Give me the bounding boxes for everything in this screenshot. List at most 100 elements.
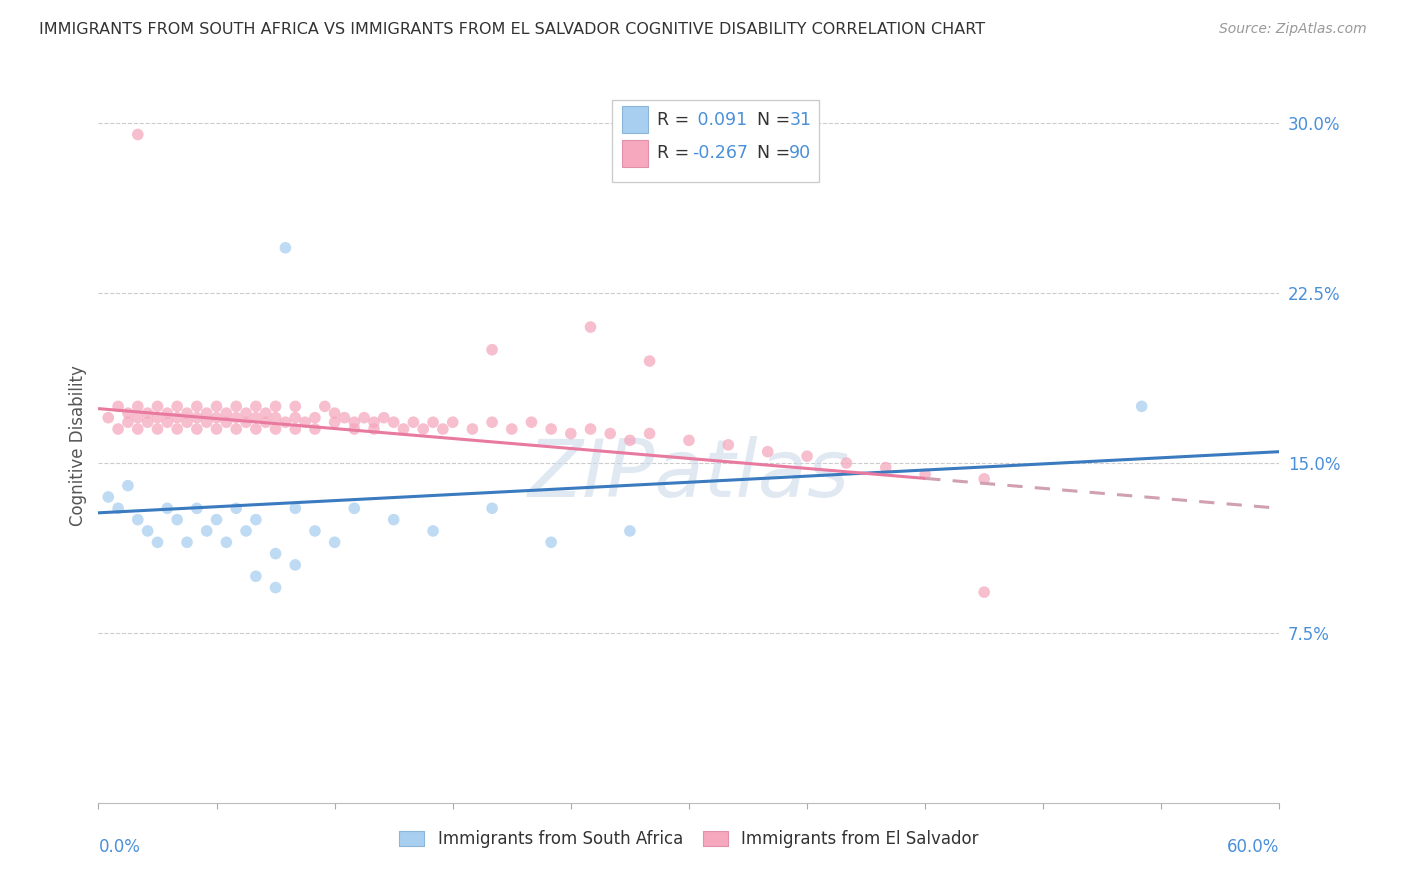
Point [304, 524, 326, 538]
Point [186, 410, 208, 425]
Point [363, 422, 385, 436]
Point [619, 524, 641, 538]
Point [796, 449, 818, 463]
Point [422, 415, 444, 429]
Point [599, 426, 621, 441]
Point [97, 410, 120, 425]
Point [107, 422, 129, 436]
Point [304, 422, 326, 436]
Point [235, 406, 257, 420]
Point [186, 422, 208, 436]
Point [205, 400, 228, 414]
Point [195, 406, 218, 420]
Point [127, 513, 149, 527]
Point [284, 422, 307, 436]
Point [343, 422, 366, 436]
Point [156, 501, 179, 516]
Text: N =: N = [745, 145, 796, 162]
Point [166, 513, 188, 527]
Point [215, 415, 238, 429]
Point [225, 501, 247, 516]
Point [284, 410, 307, 425]
Point [127, 410, 149, 425]
Point [245, 410, 267, 425]
Point [540, 422, 562, 436]
Legend: Immigrants from South Africa, Immigrants from El Salvador: Immigrants from South Africa, Immigrants… [399, 830, 979, 848]
Point [638, 426, 661, 441]
Text: 0.0%: 0.0% [98, 838, 141, 856]
Point [294, 415, 316, 429]
Point [392, 422, 415, 436]
Point [264, 422, 287, 436]
Point [501, 422, 523, 436]
Point [353, 410, 375, 425]
Point [678, 434, 700, 448]
Point [245, 422, 267, 436]
Point [363, 415, 385, 429]
Point [205, 422, 228, 436]
Point [136, 524, 159, 538]
Point [284, 501, 307, 516]
Point [176, 415, 198, 429]
Text: 60.0%: 60.0% [1227, 838, 1279, 856]
Point [195, 524, 218, 538]
Point [205, 513, 228, 527]
Point [235, 524, 257, 538]
Point [304, 410, 326, 425]
Point [245, 400, 267, 414]
Point [205, 410, 228, 425]
Bar [621, 106, 648, 134]
Point [97, 490, 120, 504]
Text: R =: R = [657, 145, 695, 162]
Point [215, 406, 238, 420]
Point [333, 410, 356, 425]
Point [136, 406, 159, 420]
Point [540, 535, 562, 549]
Point [235, 415, 257, 429]
Point [195, 415, 218, 429]
Point [166, 410, 188, 425]
Point [274, 241, 297, 255]
Point [382, 513, 405, 527]
Text: N =: N = [745, 111, 796, 128]
Point [254, 406, 277, 420]
Point [117, 415, 139, 429]
Point [1130, 400, 1153, 414]
Bar [621, 140, 648, 167]
Point [264, 547, 287, 561]
Point [156, 406, 179, 420]
Point [619, 434, 641, 448]
Point [461, 422, 484, 436]
Text: Source: ZipAtlas.com: Source: ZipAtlas.com [1219, 22, 1367, 37]
Point [756, 444, 779, 458]
Point [560, 426, 582, 441]
Point [835, 456, 858, 470]
Point [264, 581, 287, 595]
Text: 0.091: 0.091 [693, 111, 748, 128]
Point [717, 438, 740, 452]
Point [166, 400, 188, 414]
Point [186, 400, 208, 414]
FancyBboxPatch shape [612, 100, 818, 182]
Point [973, 585, 995, 599]
Text: ZIPatlas: ZIPatlas [527, 435, 851, 514]
Point [245, 513, 267, 527]
Point [117, 406, 139, 420]
Point [432, 422, 454, 436]
Point [373, 410, 395, 425]
Point [284, 400, 307, 414]
Point [579, 320, 602, 334]
Point [146, 535, 169, 549]
Point [875, 460, 897, 475]
Point [914, 467, 936, 482]
Point [215, 535, 238, 549]
Point [520, 415, 543, 429]
Point [441, 415, 464, 429]
Text: 90: 90 [789, 145, 811, 162]
Point [973, 472, 995, 486]
Point [146, 410, 169, 425]
Point [146, 400, 169, 414]
Text: R =: R = [657, 111, 695, 128]
Point [382, 415, 405, 429]
Point [176, 406, 198, 420]
